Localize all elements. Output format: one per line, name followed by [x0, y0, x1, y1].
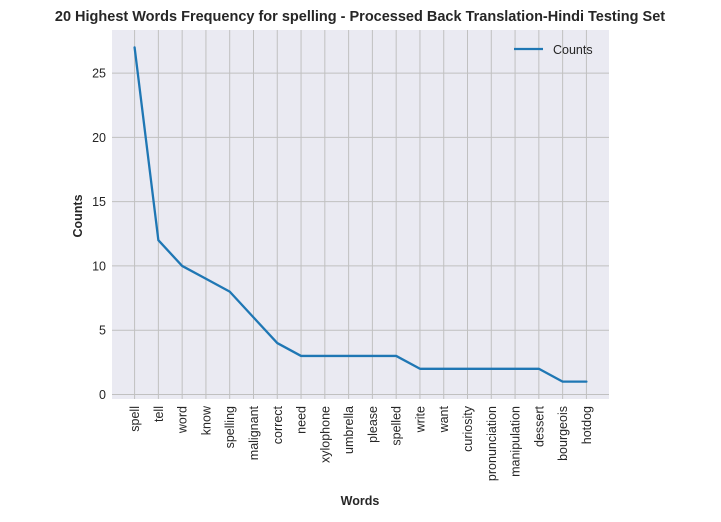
y-tick-label: 0	[99, 388, 106, 402]
x-tick-label: need	[295, 406, 309, 434]
plot-area	[112, 30, 609, 399]
x-axis-label: Words	[341, 494, 380, 508]
y-tick-label: 5	[99, 324, 106, 338]
x-tick-label: dessert	[532, 405, 546, 447]
x-tick-label: write	[413, 406, 427, 433]
y-axis-ticks: 0 5 10 15 20 25	[92, 67, 106, 402]
x-tick-label: spelled	[390, 406, 404, 446]
x-tick-label: please	[366, 406, 380, 443]
y-tick-label: 25	[92, 67, 106, 81]
x-tick-label: umbrella	[342, 406, 356, 454]
chart-title: 20 Highest Words Frequency for spelling …	[55, 9, 665, 25]
x-axis-ticks: spell tell word know spelling malignant correc…	[128, 405, 594, 481]
y-tick-label: 20	[92, 131, 106, 145]
x-tick-label: want	[437, 405, 451, 433]
x-tick-label: hotdog	[580, 406, 594, 444]
x-tick-label: correct	[271, 405, 285, 444]
x-tick-label: pronunciation	[485, 406, 499, 481]
y-tick-label: 15	[92, 195, 106, 209]
x-tick-label: know	[199, 405, 213, 435]
y-tick-label: 10	[92, 259, 106, 273]
x-tick-label: manipulation	[509, 406, 523, 477]
x-tick-label: malignant	[247, 405, 261, 460]
x-tick-label: spell	[128, 406, 142, 432]
x-tick-label: tell	[152, 406, 166, 422]
y-axis-label: Counts	[71, 194, 85, 237]
x-tick-label: xylophone	[318, 406, 332, 463]
legend-label: Counts	[553, 43, 593, 57]
x-tick-label: curiosity	[461, 405, 475, 452]
x-tick-label: word	[176, 406, 190, 434]
x-tick-label: spelling	[223, 406, 237, 448]
x-tick-label: bourgeois	[556, 406, 570, 461]
